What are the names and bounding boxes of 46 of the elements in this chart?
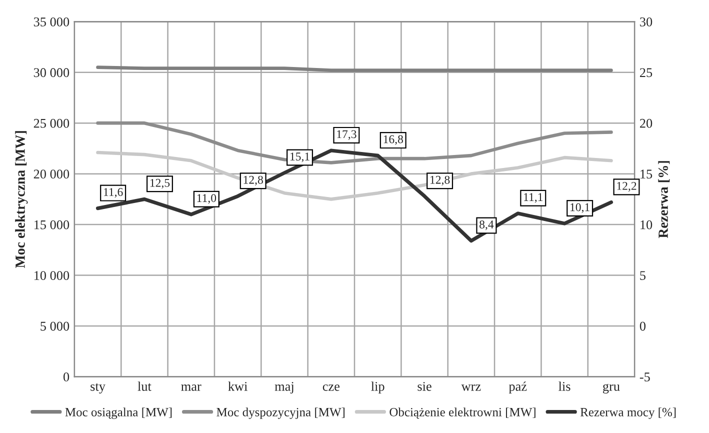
y2-tick-label: 25 [640, 68, 652, 78]
data-label: 12,8 [430, 176, 450, 186]
data-label: 11,6 [104, 188, 123, 198]
data-label: 8,4 [480, 220, 494, 230]
x-tick-label: kwi [228, 382, 248, 391]
x-tick-label: gru [602, 384, 620, 394]
data-label: 12,2 [617, 182, 636, 192]
x-tick-label: paź [508, 382, 527, 394]
data-label: 10,1 [570, 203, 590, 213]
data-label: 12,8 [244, 176, 263, 186]
y2-tick-label: 5 [640, 271, 646, 280]
y2-tick-label: -5 [640, 372, 650, 382]
data-label: 16,8 [384, 135, 403, 145]
data-label: 11,1 [524, 193, 543, 203]
y-tick-label: 30 000 [34, 68, 70, 78]
y-tick-label: 20 000 [34, 170, 70, 179]
y-tick-label: 0 [63, 372, 70, 382]
y2-tick-label: 15 [640, 170, 652, 179]
x-tick-label: wrz [461, 384, 481, 391]
x-tick-label: sty [90, 383, 106, 394]
y2-tick-label: 0 [640, 322, 646, 331]
data-label: 12,5 [150, 178, 170, 189]
y-tick-label: 10 000 [34, 271, 70, 280]
legend-label: Obciążenie elektrowni [MW] [390, 408, 536, 419]
data-label: 15,1 [290, 152, 310, 162]
x-tick-label: mar [181, 384, 202, 391]
x-tick-label: lis [558, 382, 570, 391]
data-label: 11,0 [197, 194, 216, 204]
data-label: 17,3 [337, 130, 356, 140]
y2-tick-label: 20 [640, 118, 652, 128]
x-tick-label: lip [371, 382, 384, 394]
y2-axis-title: Rezerwa [%] [658, 161, 670, 238]
x-tick-label: sie [418, 382, 432, 391]
legend-label: Moc osiągalna [MW] [65, 408, 172, 419]
y-tick-label: 25 000 [34, 118, 70, 128]
legend-label: Moc dyspozycyjna [MW] [216, 408, 344, 419]
legend-label: Rezerwa mocy [%] [580, 408, 676, 419]
y-tick-label: 35 000 [34, 17, 70, 26]
x-tick-label: cze [322, 384, 340, 391]
x-tick-label: maj [274, 382, 294, 394]
y2-tick-label: 10 [640, 220, 652, 230]
y-tick-label: 5 000 [40, 322, 70, 331]
x-tick-label: lut [138, 382, 152, 391]
y-axis-title: Moc elektryczna [MW] [15, 131, 28, 268]
y2-tick-label: 30 [640, 17, 652, 26]
y-tick-label: 15 000 [34, 220, 70, 230]
